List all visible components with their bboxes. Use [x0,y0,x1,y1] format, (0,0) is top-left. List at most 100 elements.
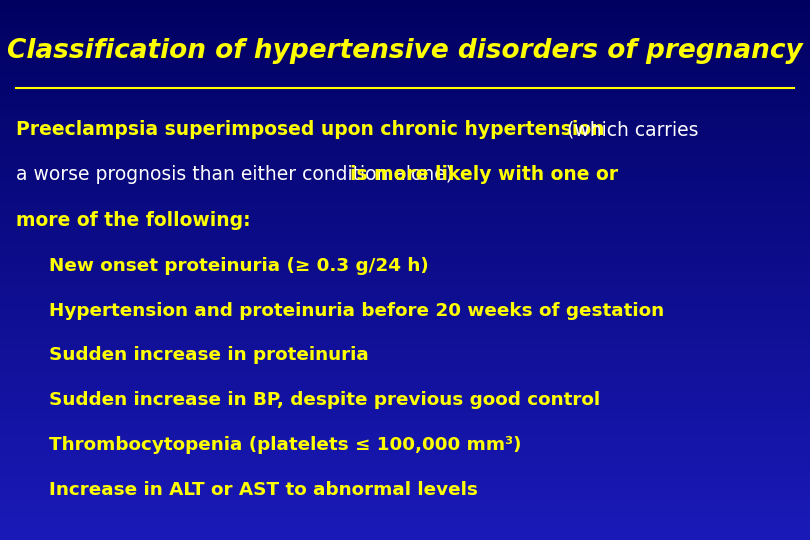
Bar [0,110,810,112]
Bar [0,274,810,275]
Bar [0,374,810,376]
Bar [0,339,810,340]
Bar [0,371,810,373]
Bar [0,86,810,88]
Bar [0,353,810,355]
Bar [0,22,810,23]
Bar [0,322,810,324]
Bar [0,252,810,254]
Bar [0,140,810,142]
Bar [0,501,810,502]
Bar [0,479,810,481]
Bar [0,470,810,471]
Bar [0,31,810,32]
Bar [0,317,810,319]
Bar [0,495,810,497]
Bar [0,356,810,358]
Bar [0,236,810,238]
Bar [0,225,810,227]
Bar [0,398,810,400]
Bar [0,288,810,290]
Bar [0,258,810,259]
Bar [0,119,810,120]
Bar [0,45,810,47]
Bar [0,194,810,196]
Bar [0,205,810,207]
Bar [0,173,810,174]
Bar [0,393,810,394]
Bar [0,515,810,517]
Bar [0,128,810,130]
Bar [0,522,810,524]
Bar [0,420,810,421]
Bar [0,363,810,366]
Bar [0,93,810,96]
Bar [0,373,810,374]
Bar [0,70,810,72]
Bar [0,88,810,90]
Bar [0,333,810,335]
Bar [0,295,810,297]
Bar [0,27,810,29]
Bar [0,221,810,223]
Bar [0,513,810,515]
Bar [0,275,810,277]
Bar [0,103,810,104]
Bar [0,511,810,513]
Bar [0,117,810,119]
Bar [0,432,810,434]
Bar [0,390,810,393]
Bar [0,85,810,86]
Bar [0,488,810,490]
Bar [0,97,810,99]
Bar [0,281,810,282]
Bar [0,447,810,448]
Bar [0,293,810,295]
Bar [0,358,810,360]
Bar [0,113,810,115]
Bar [0,4,810,5]
Bar [0,238,810,239]
Bar [0,490,810,491]
Bar [0,135,810,137]
Bar [0,54,810,56]
Bar [0,234,810,236]
Bar [0,401,810,403]
Bar [0,241,810,243]
Text: Preeclampsia superimposed upon chronic hypertension: Preeclampsia superimposed upon chronic h… [16,120,605,139]
Bar [0,464,810,466]
Bar [0,104,810,106]
Bar [0,536,810,538]
Bar [0,59,810,61]
Bar [0,535,810,536]
Bar [0,441,810,443]
Bar [0,227,810,228]
Bar [0,150,810,151]
Bar [0,259,810,261]
Bar [0,204,810,205]
Bar [0,468,810,470]
Bar [0,112,810,113]
Bar [0,81,810,83]
Bar [0,508,810,509]
Bar [0,417,810,420]
Bar [0,313,810,315]
Text: Sudden increase in BP, despite previous good control: Sudden increase in BP, despite previous … [49,391,599,409]
Bar [0,286,810,288]
Bar [0,268,810,270]
Bar [0,279,810,281]
Bar [0,477,810,479]
Bar [0,326,810,328]
Bar [0,66,810,69]
Bar [0,450,810,452]
Bar [0,167,810,169]
Bar [0,474,810,475]
Bar [0,529,810,531]
Bar [0,387,810,389]
Bar [0,265,810,266]
Bar [0,5,810,7]
Bar [0,232,810,234]
Bar [0,11,810,12]
Bar [0,266,810,268]
Bar [0,115,810,117]
